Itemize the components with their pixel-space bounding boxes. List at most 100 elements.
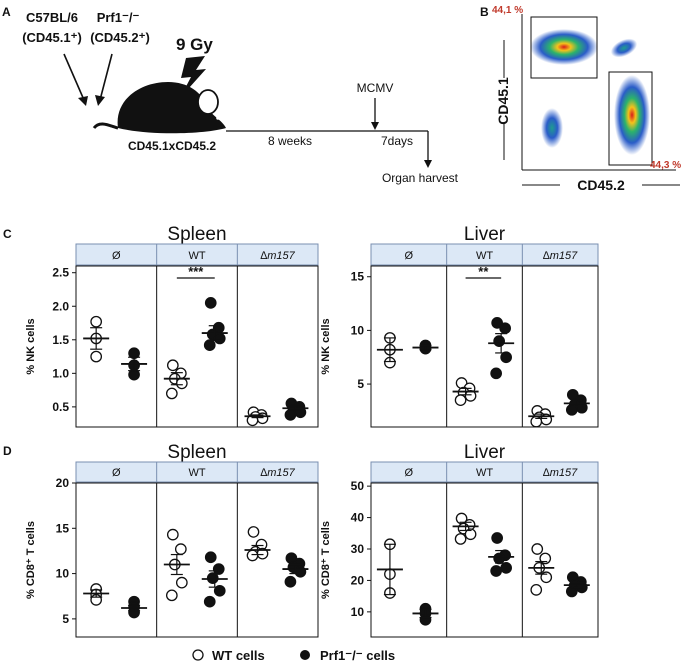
y-tick-label: 0.5 (52, 400, 69, 414)
prf1-ko-cell-point (565, 585, 578, 598)
donor2-arrowhead (95, 95, 105, 106)
infection-arrowhead (371, 122, 379, 130)
wt-cell-point (454, 394, 467, 407)
mouse-tail-icon (92, 122, 119, 130)
donor2-name: Prf1⁻/⁻ (97, 10, 140, 25)
group-header-label: Ø (112, 467, 121, 479)
chart-title: Liver (464, 442, 506, 463)
wt-cell-point (165, 589, 178, 602)
donor1-name: C57BL/6 (26, 10, 78, 25)
prf1-ko-cell-point (491, 532, 503, 544)
prf1-ko-cell-point (212, 563, 225, 575)
wt-cell-point (464, 528, 477, 541)
prf1-ko-cell-point (204, 551, 217, 564)
prf1-ko-cell-point (490, 367, 502, 380)
wt-cell-point (454, 533, 467, 545)
endpoint-label: Organ harvest (382, 171, 459, 185)
chart-c-spleen: Spleen Ø WT ∆m157 0.5 1.0 1.5 2.0 2.5 % NK cells *… (25, 224, 319, 428)
y-tick-label: 15 (351, 270, 365, 284)
chart-d-liver: Liver Ø WT ∆m157 10 20 30 40 50 % CD8⁺ T cells (320, 442, 599, 638)
population-cd45-2 (614, 75, 650, 155)
prf1-ko-cell-point (213, 584, 226, 597)
y-tick-label: 2.0 (52, 299, 69, 313)
y-tick-label: 40 (351, 511, 365, 525)
significance-label: *** (188, 264, 204, 279)
wt-cell-point (175, 576, 188, 589)
gate-bottom (608, 71, 653, 166)
donor1-arrow (63, 53, 85, 101)
donor2-arrow (99, 53, 113, 101)
y-tick-label: 5 (62, 612, 69, 626)
panel-letter-a: A (2, 5, 11, 19)
group-header-bar (370, 243, 599, 266)
prf1-ko-cell-point (206, 572, 219, 584)
wt-cell-point (247, 526, 260, 538)
flow-y-label: CD45.1 (495, 77, 511, 125)
wt-cell-point (166, 359, 179, 372)
y-tick-label: 20 (351, 573, 365, 587)
interval1-label: 8 weeks (268, 134, 312, 148)
prf1-ko-cell-point (204, 297, 217, 309)
plot-frame (75, 482, 319, 638)
y-axis-label: % NK cells (25, 318, 37, 374)
chart-c-liver: Liver Ø WT ∆m157 5 10 15 % NK cells ** (320, 224, 599, 428)
scatter-charts: Spleen Ø WT ∆m157 0.5 1.0 1.5 2.0 2.5 % NK cells *… (25, 224, 599, 638)
group-header-label: ∆m157 (543, 467, 578, 479)
plot-frame (370, 265, 599, 428)
y-tick-label: 10 (56, 567, 70, 581)
wt-cell-point (90, 315, 103, 328)
group-header-bar (75, 461, 319, 483)
group-header-bar (370, 461, 599, 483)
group-header-label: WT (476, 467, 493, 479)
donor1-arrowhead (78, 96, 88, 106)
prf1-ko-cell-point (203, 595, 216, 608)
y-tick-label: 10 (351, 605, 365, 619)
legend-prf-marker (300, 650, 310, 660)
wt-cell-point (174, 543, 187, 555)
group-header-label: ∆m157 (261, 250, 296, 262)
y-axis-label: % NK cells (320, 318, 332, 374)
prf1-ko-cell-point (213, 332, 226, 345)
group-header-label: WT (476, 250, 493, 262)
wt-cell-point (165, 387, 178, 400)
y-axis-label: % CD8⁺ T cells (320, 521, 332, 599)
group-header-label: Ø (405, 467, 414, 479)
wt-cell-point (464, 390, 477, 402)
wt-cell-point (530, 584, 543, 596)
chart-title: Liver (464, 224, 506, 245)
group-header-label: WT (188, 250, 205, 262)
gate-top-percent: 44,1 % (492, 5, 523, 16)
prf1-ko-cell-point (294, 565, 307, 578)
chart-title: Spleen (167, 224, 226, 245)
y-axis-label: % CD8⁺ T cells (25, 521, 37, 599)
y-tick-label: 15 (56, 521, 70, 535)
population-cd45-1 (530, 29, 598, 65)
group-header-label: ∆m157 (261, 467, 296, 479)
prf1-ko-cell-point (203, 339, 216, 352)
prf1-ko-cell-point (493, 552, 505, 565)
y-tick-label: 2.5 (52, 266, 69, 280)
interval2-label: 7days (381, 134, 413, 148)
group-header-label: WT (188, 467, 205, 479)
group-header-bar (75, 243, 319, 266)
panel-letter-c: C (3, 227, 12, 241)
plot-frame (75, 265, 319, 428)
wt-cell-point (531, 543, 544, 555)
prf1-ko-cell-point (491, 317, 503, 329)
prf1-ko-cell-point (490, 565, 502, 577)
wt-cell-point (246, 549, 259, 562)
wt-cell-point (175, 377, 188, 390)
y-tick-label: 1.0 (52, 366, 69, 380)
population-double-positive (610, 38, 638, 58)
prf1-ko-cell-point (500, 562, 512, 574)
prf1-ko-cell-point (284, 575, 297, 588)
infection-label: MCMV (357, 81, 394, 95)
y-tick-label: 1.5 (52, 333, 69, 347)
legend-wt-marker (192, 649, 204, 661)
significance-label: ** (478, 264, 489, 279)
gate-top (530, 16, 598, 79)
prf1-ko-cell-point (493, 335, 505, 347)
legend-wt-label: WT cells (212, 648, 265, 663)
recipient-label: CD45.1xCD45.2 (128, 139, 216, 153)
